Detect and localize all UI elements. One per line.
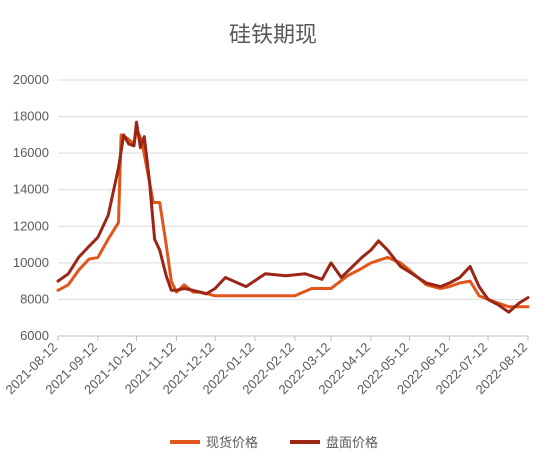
y-tick-label: 6000 — [20, 328, 49, 343]
grid — [58, 79, 528, 337]
y-tick-label: 16000 — [13, 145, 49, 160]
series-line-2 — [56, 120, 530, 314]
y-tick-label: 8000 — [20, 291, 49, 306]
y-axis: 6000 8000 10000 12000 14000 16000 18000 20000 — [13, 72, 49, 343]
chart-title: 硅铁期现 — [229, 23, 317, 48]
y-tick-label: 20000 — [13, 72, 49, 87]
x-axis: 2021-08-122021-09-122021-10-122021-11-12… — [2, 336, 530, 397]
legend-label-2: 盘面价格 — [326, 435, 378, 451]
series-group — [56, 120, 530, 314]
y-tick-label: 10000 — [13, 255, 49, 270]
legend-label-1: 现货价格 — [206, 435, 258, 451]
y-tick-label: 18000 — [13, 109, 49, 124]
y-tick-label: 14000 — [13, 182, 49, 197]
legend: 现货价格 盘面价格 — [170, 435, 378, 451]
y-tick-label: 12000 — [13, 218, 49, 233]
